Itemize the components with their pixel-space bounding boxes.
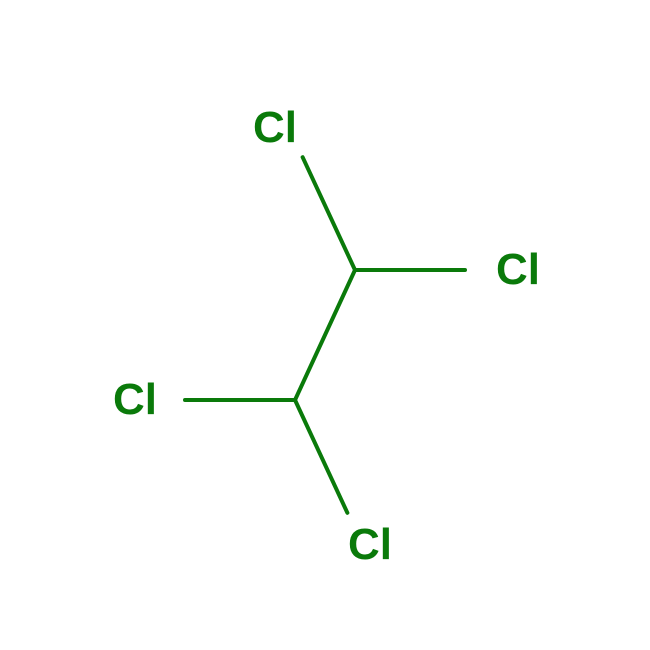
atom-label-cl-left: Cl bbox=[113, 378, 157, 422]
bond bbox=[303, 157, 355, 270]
bond bbox=[295, 400, 347, 513]
molecule-diagram: Cl Cl Cl Cl bbox=[0, 0, 650, 650]
atom-label-cl-bottom: Cl bbox=[348, 523, 392, 567]
atom-label-cl-right: Cl bbox=[496, 248, 540, 292]
atom-label-cl-top: Cl bbox=[253, 106, 297, 150]
bond bbox=[295, 270, 355, 400]
bond-layer bbox=[0, 0, 650, 650]
